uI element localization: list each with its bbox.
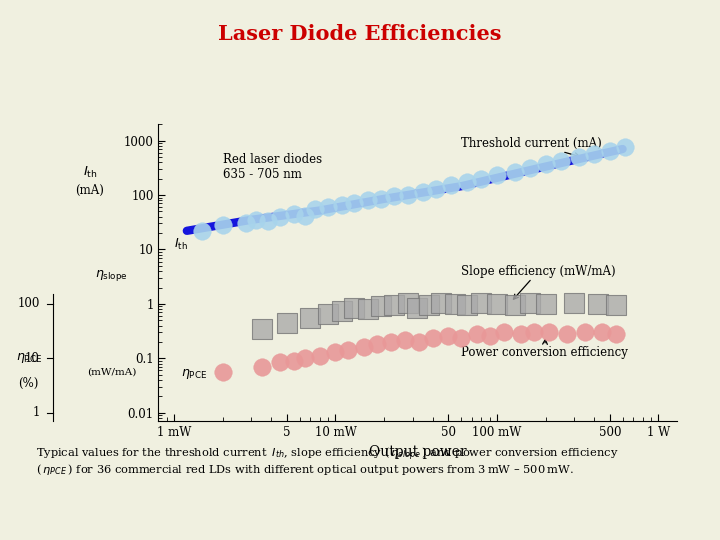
Point [348,199,360,207]
Point [323,203,334,212]
Point [484,332,495,340]
X-axis label: Output power: Output power [369,444,467,458]
Point [336,201,348,210]
Point [358,343,369,352]
Point [475,299,487,307]
Point [300,354,311,363]
Point [300,211,311,220]
Point [336,306,348,315]
Point [262,217,274,226]
Point [510,167,521,176]
Point [435,299,446,307]
Point [374,302,386,310]
Point [305,314,316,322]
Point [524,299,536,307]
Text: $\eta_\mathrm{PCE}$: $\eta_\mathrm{PCE}$ [181,367,207,381]
Point [431,185,442,193]
Point [217,368,228,377]
Text: $I_\mathrm{th}$: $I_\mathrm{th}$ [174,237,188,252]
Point [288,210,300,218]
Point [402,191,413,199]
Point [555,156,567,165]
Point [330,348,341,356]
Point [579,328,590,336]
Point [604,146,616,155]
Text: Threshold current (mA): Threshold current (mA) [461,137,602,158]
Point [592,300,603,308]
Point [443,332,454,340]
Text: Power conversion efficiency: Power conversion efficiency [461,340,628,359]
Point [597,328,608,336]
Text: Slope efficiency (mW/mA): Slope efficiency (mW/mA) [461,265,616,299]
Point [388,192,400,200]
Point [256,325,268,333]
Point [274,212,285,221]
Point [491,171,503,180]
Text: Typical values for the threshold current  $I_{th}$, slope efficiency ( $\eta_{sl: Typical values for the threshold current… [36,446,618,463]
Point [540,160,552,168]
Point [611,330,622,339]
Point [540,300,552,308]
Point [568,299,580,307]
Text: $I_\mathrm{th}$: $I_\mathrm{th}$ [83,165,97,180]
Text: $\eta_\mathrm{PCE}$: $\eta_\mathrm{PCE}$ [16,352,42,366]
Point [402,299,413,307]
Text: 10: 10 [24,352,40,365]
Point [427,333,438,342]
Point [572,153,584,161]
Point [256,362,268,371]
Point [274,358,285,367]
Point [310,205,321,213]
Point [455,333,467,342]
Text: 1: 1 [32,406,40,419]
Point [400,335,411,344]
Point [461,178,472,187]
Point [510,301,521,309]
Point [323,310,334,319]
Point [385,338,397,346]
Text: (mW/mA): (mW/mA) [87,368,136,377]
Point [388,301,400,309]
Text: $\eta_\mathrm{slope}$: $\eta_\mathrm{slope}$ [95,268,128,283]
Point [197,226,208,235]
Point [217,221,228,230]
Point [281,319,292,327]
Text: (mA): (mA) [76,184,104,197]
Point [588,150,600,159]
Point [498,328,509,336]
Point [250,215,261,224]
Text: (%): (%) [19,377,39,390]
Point [413,338,425,346]
Point [374,194,386,203]
Point [471,330,482,339]
Point [371,340,382,349]
Point [418,187,429,196]
Text: Laser Diode Efficiencies: Laser Diode Efficiencies [218,24,502,44]
Point [343,346,354,355]
Point [561,330,572,339]
Point [449,300,461,308]
Point [288,356,300,365]
Point [240,219,252,228]
Point [491,300,503,308]
Point [461,301,472,309]
Point [515,330,526,339]
Point [446,181,457,190]
Point [543,328,554,336]
Point [423,301,435,309]
Point [611,301,622,309]
Text: ( $\eta_{PCE}$ ) for 36 commercial red LDs with different optical output powers : ( $\eta_{PCE}$ ) for 36 commercial red L… [36,462,574,477]
Point [619,143,631,152]
Point [348,303,360,312]
Point [475,174,487,183]
Point [411,303,423,312]
Point [363,305,374,314]
Point [363,196,374,205]
Text: 100: 100 [17,298,40,310]
Point [524,164,536,173]
Text: Red laser diodes
635 - 705 nm: Red laser diodes 635 - 705 nm [222,153,322,181]
Point [528,328,540,336]
Point [314,352,325,360]
